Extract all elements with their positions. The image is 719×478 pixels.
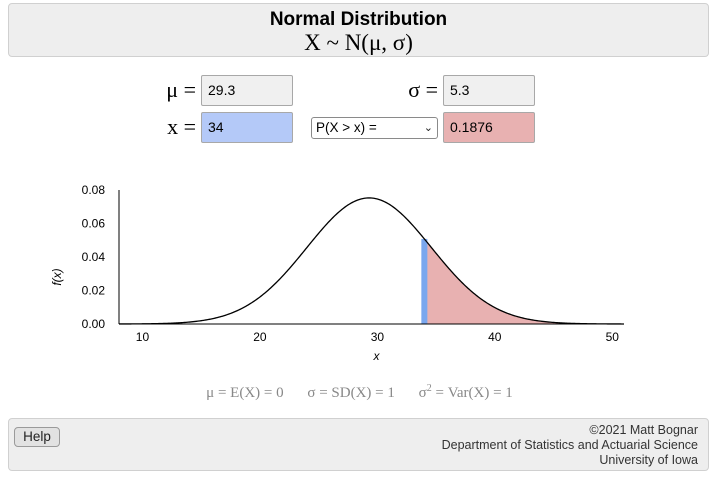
density-curve [119,197,624,325]
x-tick-label: 40 [488,330,502,344]
x-tick-label: 20 [253,330,267,344]
y-tick-label: 0.02 [82,284,106,298]
probability-output: 0.1876 [443,112,535,143]
credit-copyright: ©2021 Matt Bognar [589,423,698,437]
x-tick-label: 10 [136,330,150,344]
probability-type-select[interactable]: P(X > x) = ⌄ [311,117,438,139]
y-tick-label: 0.08 [82,183,106,197]
x-tick-label: 30 [371,330,385,344]
x-input[interactable]: 34 [201,112,293,143]
shaded-tail-area [424,238,624,324]
y-tick-label: 0.06 [82,217,106,231]
help-button[interactable]: Help [14,427,60,447]
mu-label: μ = [166,77,196,102]
footer-panel: Help ©2021 Matt Bognar Department of Sta… [8,418,709,471]
title-panel: Normal Distribution X ~ N(μ, σ) [8,3,709,57]
credits: ©2021 Matt Bognar Department of Statisti… [442,423,698,468]
variance-text: σ2 = Var(X) = 1 [418,383,513,401]
x-axis-label: x [373,349,381,363]
y-tick-label: 0.04 [82,250,106,264]
mean-text: μ = E(X) = 0 [206,385,284,401]
x-label: x = [167,114,196,139]
moments-line: μ = E(X) = 0 σ = SD(X) = 1 σ2 = Var(X) =… [0,383,719,402]
normal-pdf-chart: 0.00 0.02 0.04 0.06 0.08 10 20 30 40 50 x f(x) [50,183,624,363]
y-tick-label: 0.00 [82,317,106,331]
credit-department: Department of Statistics and Actuarial S… [441,438,698,452]
mu-input[interactable]: 29.3 [201,75,293,106]
y-axis-label: f(x) [50,268,64,285]
credit-university: University of Iowa [599,453,698,467]
sigma-label: σ = [408,77,438,102]
probability-type-value: P(X > x) = [316,120,377,135]
x-marker-band [421,238,428,324]
page-title: Normal Distribution [269,9,448,30]
distribution-notation: X ~ N(μ, σ) [304,30,413,55]
chevron-down-icon: ⌄ [423,122,433,134]
sd-text: σ = SD(X) = 1 [307,385,395,401]
sigma-input[interactable]: 5.3 [443,75,535,106]
x-tick-label: 50 [606,330,620,344]
